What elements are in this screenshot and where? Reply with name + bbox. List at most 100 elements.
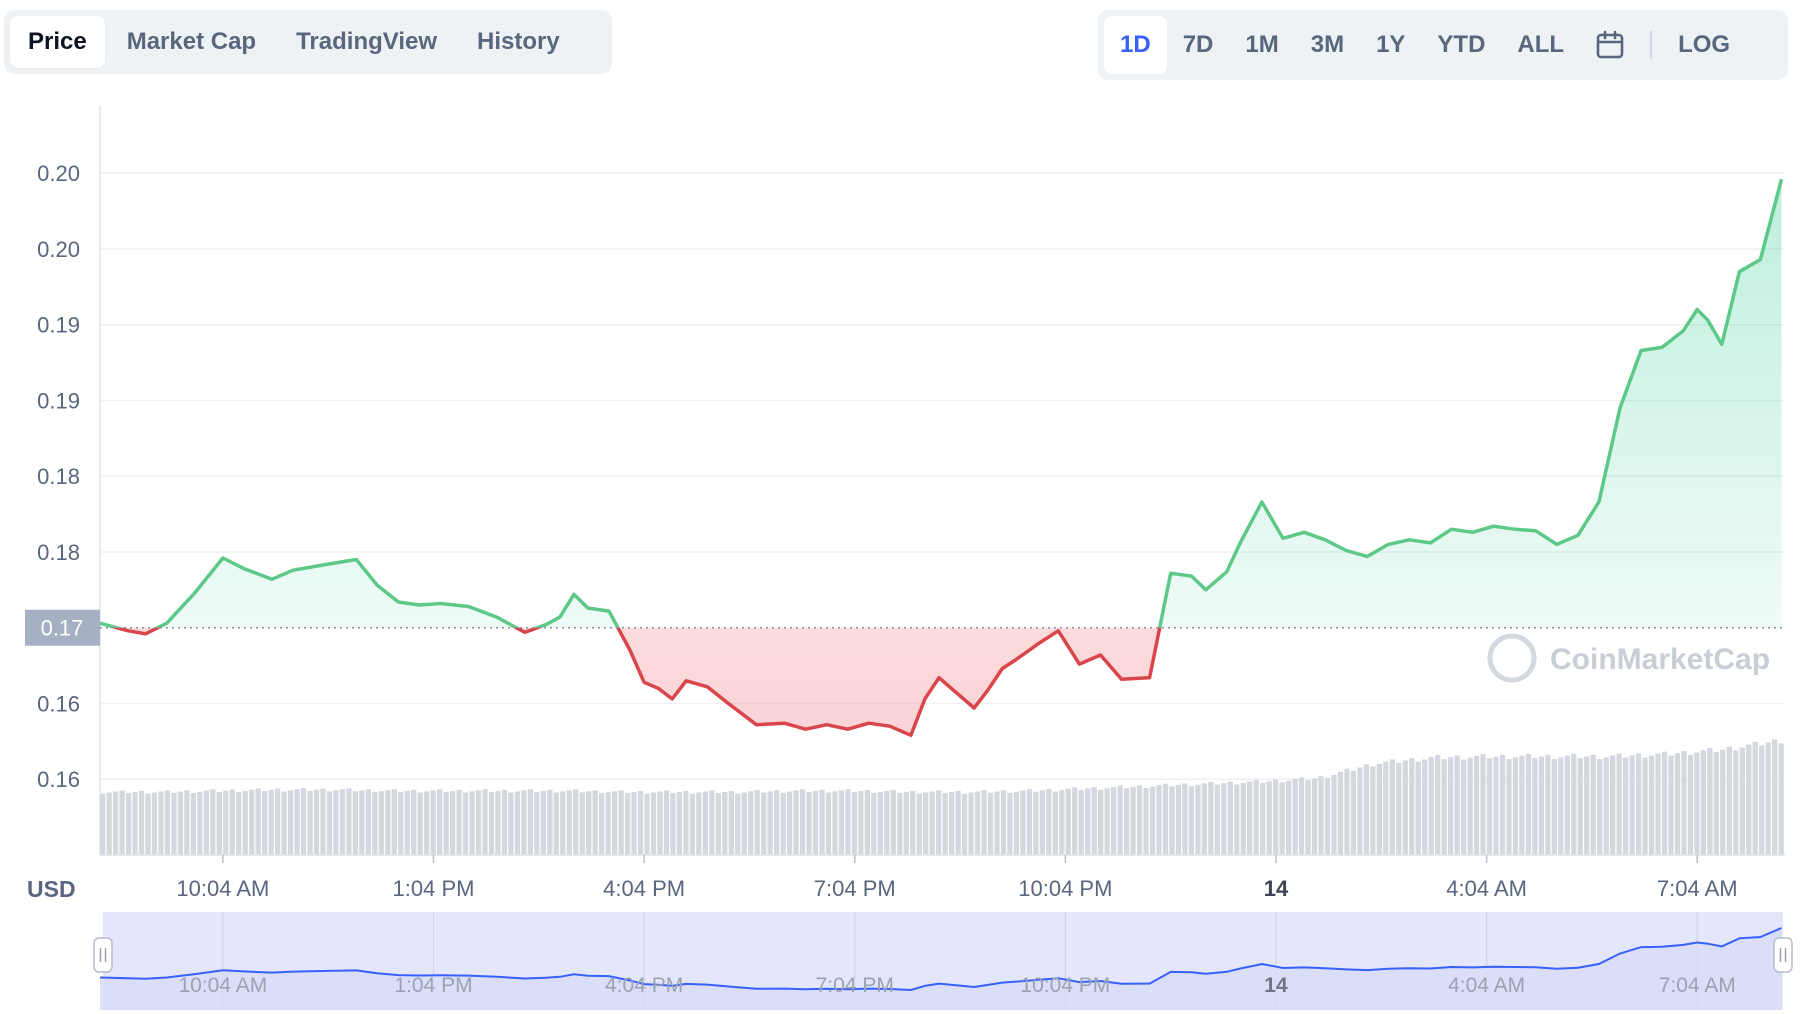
x-tick-label: 7:04 AM (1657, 876, 1738, 901)
time-range-selector: 1D 7D 1M 3M 1Y YTD ALL LOG (1098, 10, 1788, 80)
volume-bar (1460, 759, 1467, 855)
volume-bar (391, 789, 397, 855)
volume-bar (456, 789, 462, 855)
volume-bar (1610, 755, 1616, 855)
range-1m-button[interactable]: 1M (1245, 31, 1279, 58)
volume-bar (618, 790, 624, 855)
volume-bar (689, 793, 696, 855)
volume-bar (1227, 781, 1233, 855)
range-ytd-button[interactable]: YTD (1437, 31, 1486, 58)
volume-bar (1091, 787, 1097, 855)
volume-bar (624, 793, 631, 855)
volume-bar (728, 790, 734, 855)
volume-bar (242, 790, 248, 855)
volume-bar (1007, 792, 1013, 855)
tab-market-cap[interactable]: Market Cap (126, 28, 257, 55)
calendar-icon[interactable] (1580, 16, 1640, 74)
x-tick-label: 7:04 PM (814, 876, 896, 901)
volume-bar (1772, 739, 1778, 855)
volume-bar (1778, 743, 1784, 855)
volume-bar (1247, 781, 1253, 855)
volume-bar (171, 792, 177, 855)
volume-bar (1318, 776, 1324, 855)
volume-bar (255, 788, 261, 855)
volume-bar (897, 792, 903, 855)
navigator-tick-label: 10:04 AM (178, 974, 267, 997)
volume-bar (987, 792, 994, 855)
volume-bar (1655, 753, 1661, 855)
volume-bar (1201, 783, 1208, 855)
volume-bar (599, 793, 605, 855)
log-scale-toggle[interactable]: LOG (1678, 31, 1731, 58)
x-tick-label: 1:04 PM (393, 876, 475, 901)
volume-bar (910, 790, 916, 855)
volume-bar (1765, 742, 1771, 855)
volume-bar (540, 790, 546, 855)
volume-bar (203, 790, 209, 855)
y-tick-label: 0.16 (37, 691, 80, 716)
volume-bar (1072, 787, 1078, 855)
volume-bar (151, 792, 158, 855)
volume-bar (430, 790, 436, 855)
volume-bar (845, 789, 851, 855)
volume-bar (1473, 755, 1480, 855)
volume-bar (1674, 753, 1681, 855)
x-tick-label: 10:04 PM (1018, 876, 1112, 901)
watermark-text: CoinMarketCap (1550, 643, 1770, 676)
x-tick-label: 4:04 PM (603, 876, 685, 901)
range-7d-button[interactable]: 7D (1182, 31, 1214, 58)
x-tick-label: 4:04 AM (1446, 876, 1527, 901)
tab-tradingview[interactable]: TradingView (296, 28, 438, 55)
volume-bar (851, 791, 858, 855)
volume-bar (799, 789, 806, 855)
range-1y-button[interactable]: 1Y (1376, 31, 1406, 58)
volume-bar (469, 791, 475, 855)
volume-bar (164, 790, 171, 855)
volume-bar (1085, 788, 1091, 855)
volume-bar (307, 790, 313, 855)
volume-bar (106, 792, 112, 855)
x-tick-label: 14 (1264, 876, 1289, 901)
navigator-tick-label: 4:04 AM (1448, 974, 1525, 997)
volume-bar (1687, 754, 1694, 855)
range-all-button[interactable]: ALL (1517, 31, 1565, 58)
volume-bar (145, 793, 151, 855)
volume-bar (1305, 780, 1311, 855)
volume-bar (1363, 764, 1370, 855)
volume-bar (1059, 790, 1065, 855)
range-1d-button[interactable]: 1D (1104, 16, 1167, 74)
volume-bar (449, 790, 456, 855)
volume-bar (229, 789, 235, 855)
tab-price[interactable]: Price (10, 16, 105, 68)
volume-bar (812, 790, 819, 855)
tab-history[interactable]: History (477, 28, 560, 55)
volume-bar (1733, 750, 1739, 855)
volume-bar (683, 790, 689, 855)
volume-bar (1396, 762, 1402, 855)
volume-bar (1285, 780, 1292, 855)
volume-bar (281, 791, 287, 855)
volume-bar (1253, 779, 1259, 855)
price-area-down (116, 627, 1160, 736)
volume-bar (1558, 757, 1564, 855)
volume-bar (482, 789, 488, 855)
navigator-left-handle[interactable] (93, 937, 113, 973)
price-line-down (110, 627, 1162, 738)
range-3m-button[interactable]: 3M (1310, 31, 1345, 58)
volume-bar (1545, 754, 1551, 855)
volume-bar (262, 791, 268, 855)
x-tick-label: 10:04 AM (176, 876, 269, 901)
volume-bar (547, 789, 553, 855)
volume-bar (1111, 786, 1117, 855)
navigator-right-handle[interactable] (1773, 937, 1793, 973)
volume-bar (534, 791, 540, 855)
volume-bar (605, 792, 611, 855)
navigator-tick-label: 7:04 AM (1659, 974, 1736, 997)
chart-tabs: Price Market Cap TradingView History (4, 10, 612, 74)
volume-bar (994, 791, 1000, 855)
volume-bar (936, 790, 942, 855)
volume-bar (417, 792, 423, 855)
volume-bar (404, 790, 410, 855)
volume-bar (1214, 784, 1220, 855)
volume-bar (1681, 751, 1687, 855)
